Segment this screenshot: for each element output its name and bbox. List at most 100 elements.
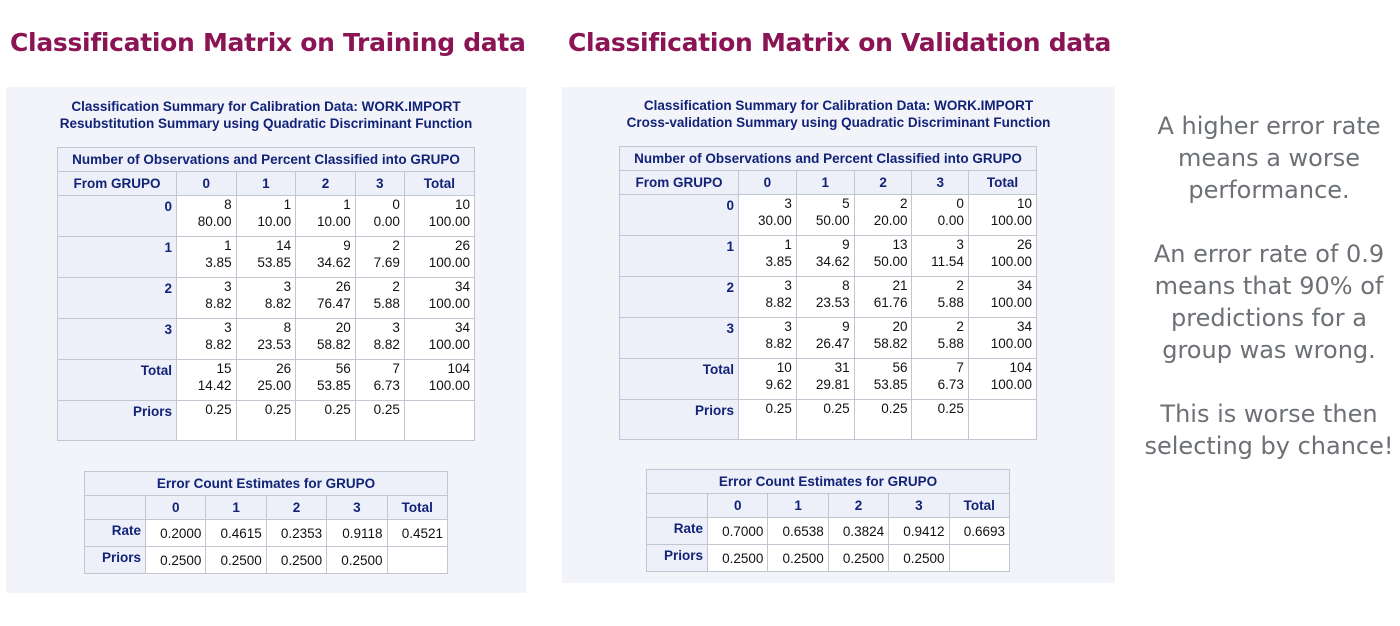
matrix-cell: 20 58.82 bbox=[295, 318, 356, 360]
training-classification-table: Number of Observations and Percent Class… bbox=[57, 147, 476, 441]
error-rate-row: Rate 0.7000 0.6538 0.3824 0.9412 0.6693 bbox=[646, 517, 1011, 545]
matrix-cell: 5 50.00 bbox=[795, 194, 855, 236]
note-paragraph: This is worse then selecting by chance! bbox=[1144, 400, 1394, 460]
from-grupo-header: From GRUPO bbox=[619, 170, 739, 195]
matrix-cell: 26 76.47 bbox=[295, 277, 356, 319]
error-cell: 0.2500 bbox=[144, 546, 207, 574]
matrix-caption: Number of Observations and Percent Class… bbox=[619, 146, 1037, 171]
matrix-cell: 56 53.85 bbox=[853, 358, 913, 400]
table-row: 2 3 8.82 3 8.82 26 76.47 2 5.88 34 100.00 bbox=[57, 277, 476, 319]
row-header: 3 bbox=[57, 318, 177, 360]
error-cell: 0.2000 bbox=[144, 519, 207, 547]
error-cell: 0.4615 bbox=[205, 519, 267, 547]
row-header: Total bbox=[619, 358, 739, 400]
matrix-cell: 34 100.00 bbox=[967, 276, 1038, 318]
col-header: 0 bbox=[706, 493, 769, 518]
error-cell: 0.7000 bbox=[706, 517, 769, 545]
table-row: 3 3 8.82 9 26.47 20 58.82 2 5.88 34 100.00 bbox=[619, 317, 1038, 359]
row-header: 2 bbox=[619, 276, 739, 318]
matrix-cell: 34 100.00 bbox=[403, 277, 476, 319]
row-header: 0 bbox=[619, 194, 739, 236]
matrix-cell: 26 25.00 bbox=[235, 359, 297, 401]
col-header: 1 bbox=[767, 493, 829, 518]
error-cell: 0.6538 bbox=[767, 517, 829, 545]
table-row: 3 3 8.82 8 23.53 20 58.82 3 8.82 34 100.00 bbox=[57, 318, 476, 360]
training-summary-title: Classification Summary for Calibration D… bbox=[71, 99, 461, 114]
prior-cell: 0.25 bbox=[738, 399, 797, 440]
col-header: 3 bbox=[888, 493, 950, 518]
row-header: 1 bbox=[57, 236, 177, 278]
prior-cell bbox=[403, 400, 476, 441]
col-header: 2 bbox=[827, 493, 890, 518]
matrix-cell: 20 58.82 bbox=[853, 317, 913, 359]
matrix-cell: 10 100.00 bbox=[967, 194, 1038, 236]
prior-cell: 0.25 bbox=[853, 399, 913, 440]
table-row-total: Total 15 14.42 26 25.00 56 53.85 7 6.73 104 1… bbox=[57, 359, 476, 401]
matrix-cell: 2 20.00 bbox=[853, 194, 913, 236]
error-cell bbox=[948, 544, 1011, 572]
matrix-cell: 2 5.88 bbox=[911, 276, 969, 318]
prior-cell: 0.25 bbox=[354, 400, 405, 441]
matrix-cell: 3 8.82 bbox=[738, 317, 797, 359]
col-header: Total bbox=[948, 493, 1011, 518]
training-matrix-heading: Classification Matrix on Training data bbox=[10, 28, 526, 57]
from-grupo-header: From GRUPO bbox=[57, 171, 177, 196]
row-header: 0 bbox=[57, 195, 177, 237]
row-header: Rate bbox=[646, 517, 708, 545]
matrix-cell: 1 3.85 bbox=[176, 236, 237, 278]
error-cell: 0.2500 bbox=[706, 544, 769, 572]
matrix-cell: 10 100.00 bbox=[403, 195, 476, 237]
training-output-panel: Classification Summary for Calibration D… bbox=[6, 87, 526, 593]
prior-cell: 0.25 bbox=[795, 399, 855, 440]
row-header: Rate bbox=[84, 519, 146, 547]
col-header: 2 bbox=[853, 170, 913, 195]
matrix-cell: 10 9.62 bbox=[738, 358, 797, 400]
error-caption: Error Count Estimates for GRUPO bbox=[84, 471, 448, 496]
col-header: 0 bbox=[144, 495, 207, 520]
prior-cell: 0.25 bbox=[295, 400, 356, 441]
validation-classification-table: Number of Observations and Percent Class… bbox=[619, 146, 1038, 440]
matrix-cell: 0 0.00 bbox=[911, 194, 969, 236]
table-row-total: Total 10 9.62 31 29.81 56 53.85 7 6.73 104 10… bbox=[619, 358, 1038, 400]
note-paragraph: An error rate of 0.9 means that 90% of p… bbox=[1153, 240, 1385, 364]
col-header: 1 bbox=[795, 170, 855, 195]
row-header: Priors bbox=[646, 544, 708, 572]
col-header: 0 bbox=[738, 170, 797, 195]
validation-output-panel: Classification Summary for Calibration D… bbox=[562, 87, 1115, 583]
col-header: 3 bbox=[911, 170, 969, 195]
matrix-cell: 2 5.88 bbox=[911, 317, 969, 359]
matrix-cell: 34 100.00 bbox=[967, 317, 1038, 359]
matrix-cell: 3 30.00 bbox=[738, 194, 797, 236]
table-row-priors: Priors 0.25 0.25 0.25 0.25 bbox=[57, 400, 476, 441]
matrix-cell: 3 8.82 bbox=[738, 276, 797, 318]
matrix-cell: 9 26.47 bbox=[795, 317, 855, 359]
matrix-cell: 0 0.00 bbox=[354, 195, 405, 237]
validation-matrix-heading: Classification Matrix on Validation data bbox=[568, 28, 1112, 57]
row-header: Priors bbox=[57, 400, 177, 441]
error-cell bbox=[386, 546, 449, 574]
error-cell: 0.2500 bbox=[888, 544, 950, 572]
table-row: 1 1 3.85 14 53.85 9 34.62 2 7.69 26 100.00 bbox=[57, 236, 476, 278]
matrix-cell: 31 29.81 bbox=[795, 358, 855, 400]
error-cell: 0.6693 bbox=[948, 517, 1011, 545]
error-cell: 0.2500 bbox=[205, 546, 267, 574]
matrix-cell: 2 5.88 bbox=[354, 277, 405, 319]
matrix-cell: 34 100.00 bbox=[403, 318, 476, 360]
matrix-cell: 14 53.85 bbox=[235, 236, 297, 278]
error-cell: 0.9118 bbox=[326, 519, 388, 547]
table-row: 0 3 30.00 5 50.00 2 20.00 0 0.00 10 100.00 bbox=[619, 194, 1038, 236]
validation-summary-title: Classification Summary for Calibration D… bbox=[643, 98, 1034, 113]
error-cell: 0.9412 bbox=[888, 517, 950, 545]
table-row: 1 1 3.85 9 34.62 13 50.00 3 11.54 26 100.00 bbox=[619, 235, 1038, 277]
matrix-cell: 8 23.53 bbox=[235, 318, 297, 360]
col-header: 3 bbox=[354, 171, 405, 196]
error-cell: 0.3824 bbox=[827, 517, 890, 545]
matrix-cell: 7 6.73 bbox=[354, 359, 405, 401]
validation-summary-subtitle: Cross-validation Summary using Quadratic… bbox=[626, 115, 1051, 130]
error-rate-row: Rate 0.2000 0.4615 0.2353 0.9118 0.4521 bbox=[84, 519, 449, 547]
row-header: Total bbox=[57, 359, 177, 401]
matrix-cell: 56 53.85 bbox=[295, 359, 356, 401]
row-header: 3 bbox=[619, 317, 739, 359]
matrix-cell: 3 8.82 bbox=[354, 318, 405, 360]
row-header: Priors bbox=[619, 399, 739, 440]
